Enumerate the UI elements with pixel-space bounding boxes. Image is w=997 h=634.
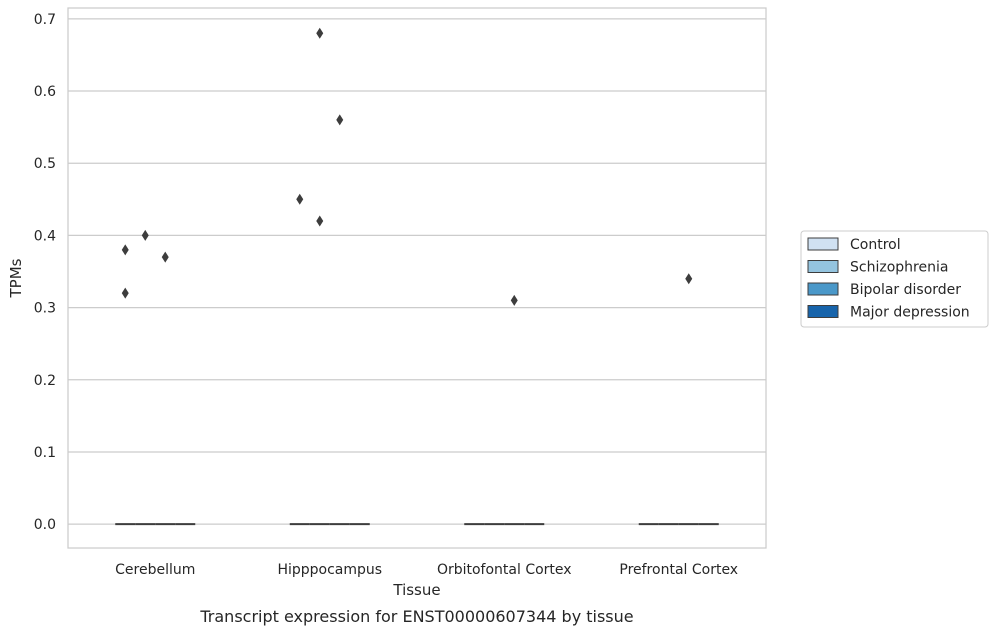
y-tick-label: 0.1 xyxy=(34,445,56,461)
y-axis-label: TPMs xyxy=(7,258,25,298)
legend-swatch xyxy=(807,305,839,318)
outlier-point xyxy=(296,193,304,205)
legend-frame xyxy=(800,230,989,328)
legend-swatch xyxy=(807,237,839,251)
outlier-point xyxy=(161,251,169,263)
legend-label: Control xyxy=(850,237,901,253)
outlier-points xyxy=(121,27,693,306)
y-tick-label: 0.5 xyxy=(34,156,56,172)
x-tick-label: Prefrontal Cortex xyxy=(619,562,738,578)
outlier-point xyxy=(336,114,344,126)
outlier-point xyxy=(510,294,518,306)
x-tick-labels: Cerebellum Hipppocampus Orbitofontal Corte… xyxy=(115,562,738,578)
outlier-point xyxy=(316,215,324,227)
y-tick-label: 0.2 xyxy=(34,373,56,389)
legend: Control Schizophrenia Bipolar disorder Majo… xyxy=(800,230,989,328)
legend-label: Schizophrenia xyxy=(850,260,948,276)
x-tick-label: Hipppocampus xyxy=(277,562,382,578)
outlier-point xyxy=(141,229,149,241)
y-tick-labels: 0.0 0.1 0.2 0.3 0.4 0.5 0.6 0.7 xyxy=(34,12,56,533)
outlier-point xyxy=(316,27,324,39)
legend-label: Major depression xyxy=(850,305,970,321)
legend-label: Bipolar disorder xyxy=(850,282,961,298)
legend-swatch xyxy=(807,282,839,296)
outlier-point xyxy=(121,287,129,299)
x-tick-label: Orbitofontal Cortex xyxy=(437,562,572,578)
outlier-point xyxy=(121,244,129,256)
outlier-point xyxy=(685,273,693,285)
chart-caption: Transcript expression for ENST0000060734… xyxy=(199,607,633,626)
y-tick-label: 0.4 xyxy=(34,228,56,244)
y-tick-label: 0.6 xyxy=(34,84,56,100)
plot-frame xyxy=(67,7,767,549)
y-tick-label: 0.7 xyxy=(34,12,56,28)
x-axis-label: Tissue xyxy=(392,581,440,599)
grid-lines xyxy=(68,18,766,525)
x-tick-label: Cerebellum xyxy=(115,562,195,578)
y-tick-label: 0.3 xyxy=(34,301,56,317)
y-tick-label: 0.0 xyxy=(34,517,56,533)
legend-swatch xyxy=(807,260,839,273)
